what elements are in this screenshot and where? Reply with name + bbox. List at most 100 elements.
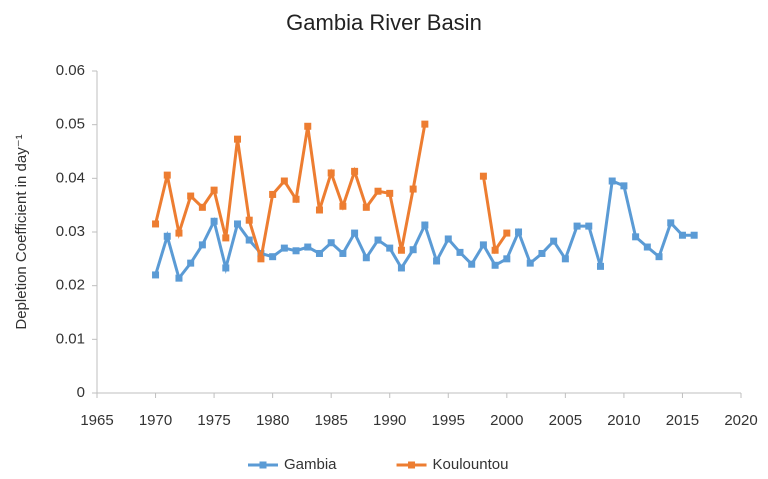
- y-tick-label: 0.06: [56, 62, 85, 79]
- data-point: [245, 236, 253, 244]
- data-point: [585, 222, 593, 230]
- x-tick-label: 2020: [724, 412, 757, 429]
- data-point: [620, 182, 628, 190]
- data-point: [491, 261, 499, 269]
- data-point: [362, 203, 370, 211]
- data-point: [175, 229, 183, 237]
- y-tick-label: 0.05: [56, 116, 85, 133]
- y-tick-label: 0.01: [56, 330, 85, 347]
- data-point: [561, 255, 569, 263]
- data-point: [198, 241, 206, 249]
- x-tick-label: 2000: [490, 412, 523, 429]
- x-tick-label: 1975: [197, 412, 230, 429]
- data-point: [421, 221, 429, 229]
- data-point: [351, 229, 359, 237]
- data-point: [304, 122, 312, 130]
- y-tick-label: 0.02: [56, 277, 85, 294]
- data-point: [433, 257, 441, 265]
- data-point: [491, 246, 499, 254]
- data-point: [210, 186, 218, 194]
- data-point: [152, 220, 160, 228]
- data-point: [304, 243, 312, 251]
- data-point: [538, 249, 546, 257]
- chart-title: Gambia River Basin: [286, 10, 482, 35]
- data-point: [643, 243, 651, 251]
- data-point: [409, 185, 417, 193]
- data-point: [655, 253, 663, 261]
- data-point: [327, 169, 335, 177]
- data-point: [280, 177, 288, 185]
- data-point: [187, 192, 195, 200]
- series-line: [154, 178, 695, 282]
- x-tick-label: 1985: [314, 412, 347, 429]
- data-point: [678, 231, 686, 239]
- data-point: [315, 249, 323, 257]
- data-point: [456, 248, 464, 256]
- data-point: [608, 177, 616, 185]
- data-point: [339, 202, 347, 210]
- y-axis-label: Depletion Coefficient in day⁻¹: [13, 134, 30, 329]
- data-point: [234, 135, 242, 143]
- data-point: [351, 167, 359, 175]
- data-point: [315, 206, 323, 214]
- data-point: [327, 239, 335, 247]
- x-tick-label: 1990: [373, 412, 406, 429]
- legend-marker: [408, 461, 416, 469]
- x-tick-label: 2015: [666, 412, 699, 429]
- series-line: [154, 123, 509, 260]
- data-point: [386, 189, 394, 197]
- data-point: [667, 219, 675, 227]
- data-point: [210, 217, 218, 225]
- data-point: [503, 255, 511, 263]
- data-point: [409, 246, 417, 254]
- data-point: [550, 237, 558, 245]
- data-point: [468, 260, 476, 268]
- data-point: [374, 187, 382, 195]
- data-point: [222, 264, 230, 272]
- y-tick-label: 0.03: [56, 223, 85, 240]
- legend-label: Gambia: [284, 456, 337, 473]
- data-point: [280, 244, 288, 252]
- data-point: [245, 216, 253, 224]
- data-point: [257, 255, 265, 263]
- x-tick-label: 2010: [607, 412, 640, 429]
- data-point: [503, 229, 511, 237]
- x-tick-label: 1965: [80, 412, 113, 429]
- data-point: [479, 241, 487, 249]
- data-point: [222, 234, 230, 242]
- data-point: [397, 246, 405, 254]
- x-tick-label: 1970: [139, 412, 172, 429]
- y-tick-label: 0: [77, 384, 85, 401]
- data-point: [292, 247, 300, 255]
- data-point: [198, 203, 206, 211]
- data-point: [386, 244, 394, 252]
- data-point: [339, 249, 347, 257]
- data-point: [269, 253, 277, 261]
- data-point: [163, 171, 171, 179]
- data-point: [374, 236, 382, 244]
- data-point: [444, 235, 452, 243]
- data-point: [421, 120, 429, 128]
- data-point: [515, 228, 523, 236]
- data-point: [269, 190, 277, 198]
- data-point: [526, 259, 534, 267]
- data-point: [175, 274, 183, 282]
- data-point: [632, 233, 640, 241]
- data-point: [152, 271, 160, 279]
- x-tick-label: 1980: [256, 412, 289, 429]
- data-point: [479, 172, 487, 180]
- x-tick-label: 1995: [432, 412, 465, 429]
- data-point: [362, 254, 370, 262]
- x-tick-label: 2005: [549, 412, 582, 429]
- data-point: [187, 259, 195, 267]
- y-tick-label: 0.04: [56, 169, 85, 186]
- legend-label: Koulountou: [433, 456, 509, 473]
- data-point: [397, 264, 405, 272]
- legend-marker: [259, 461, 267, 469]
- data-point: [573, 222, 581, 230]
- data-point: [596, 262, 604, 270]
- data-point: [690, 231, 698, 239]
- data-point: [163, 232, 171, 240]
- data-point: [234, 220, 242, 228]
